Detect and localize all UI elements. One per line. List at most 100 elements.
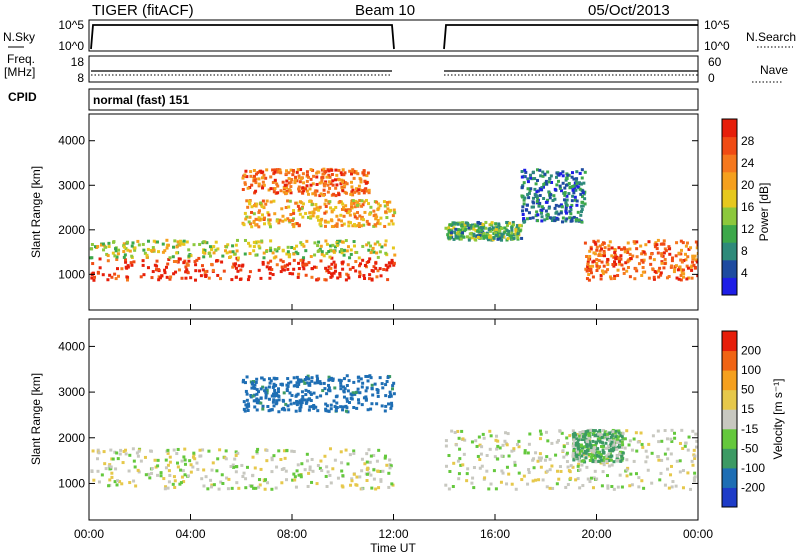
velocity-cell — [347, 379, 351, 383]
power-cell — [353, 205, 357, 209]
power-cell — [365, 189, 369, 193]
power-cell — [568, 186, 572, 190]
power-cell — [337, 218, 341, 222]
power-cell — [518, 223, 522, 227]
velocity-cell — [328, 378, 332, 382]
velocity-cell — [566, 483, 570, 487]
velocity-cell — [578, 468, 582, 472]
power-cell — [351, 224, 355, 228]
velocity-cell — [575, 433, 579, 437]
power-cell — [302, 189, 306, 193]
power-cell — [151, 246, 155, 250]
velocity-cell — [167, 480, 171, 484]
velocity-cell — [692, 479, 696, 483]
velocity-cell — [577, 451, 581, 455]
velocity-cell — [128, 453, 132, 457]
power-cell — [269, 249, 273, 253]
power-cell — [539, 174, 543, 178]
power-cell — [608, 240, 612, 244]
velocity-cell — [492, 469, 496, 473]
power-cell — [494, 233, 498, 237]
power-cell — [321, 176, 325, 180]
power-cell — [305, 239, 309, 243]
power-cell — [452, 221, 456, 225]
power-cell — [602, 251, 606, 255]
velocity-cell — [593, 446, 597, 450]
power-cell — [369, 251, 373, 255]
velocity-cell — [166, 486, 170, 490]
power-cell — [565, 198, 569, 202]
velocity-cell — [548, 457, 552, 461]
nsky-label: N.Sky — [3, 30, 35, 44]
power-cell — [289, 191, 293, 195]
power-cell — [233, 262, 237, 266]
power-cell — [285, 183, 289, 187]
velocity-cell — [224, 457, 228, 461]
power-cell — [662, 242, 666, 246]
power-cell — [299, 258, 303, 262]
velocity-cell — [273, 388, 277, 392]
velocity-cell — [584, 456, 588, 460]
power-cell — [691, 254, 695, 258]
power-cell — [662, 251, 666, 255]
velocity-cell — [388, 390, 392, 394]
power-cell — [696, 274, 698, 278]
power-cell — [338, 199, 342, 203]
power-cell — [578, 187, 582, 191]
velocity-cell — [448, 469, 452, 473]
power-cell — [488, 235, 492, 239]
power-cell — [182, 242, 186, 246]
velocity-cell — [599, 433, 603, 437]
power-cell — [323, 202, 327, 206]
velocity-cell — [90, 470, 94, 474]
velocity-cell — [305, 452, 309, 456]
velocity-cell — [531, 458, 535, 462]
velocity-cell — [481, 432, 485, 436]
power-cell — [649, 252, 653, 256]
power-cell — [587, 278, 591, 282]
power-cell — [619, 254, 623, 258]
velocity-cell — [176, 465, 180, 469]
velocity-cell — [571, 465, 575, 469]
power-cell — [531, 216, 535, 220]
velocity-cell — [128, 481, 132, 485]
velocity-cell — [355, 406, 359, 410]
power-cell — [257, 177, 261, 181]
power-cell — [122, 242, 126, 246]
velocity-cell — [657, 440, 661, 444]
velocity-cell — [221, 482, 225, 486]
power-cell — [378, 250, 382, 254]
power-cell — [243, 173, 247, 177]
power-cell — [246, 186, 250, 190]
velocity-cell — [669, 452, 673, 456]
velocity-cell — [465, 479, 469, 483]
power-cell — [372, 250, 376, 254]
power-cell — [328, 200, 332, 204]
velocity-cell — [183, 447, 187, 451]
power-cell — [459, 228, 463, 232]
power-cell — [262, 173, 266, 177]
power-cell — [384, 251, 388, 255]
velocity-cell — [271, 400, 275, 404]
velocity-cell — [466, 467, 470, 471]
velocity-cell — [156, 464, 160, 468]
velocity-cell — [312, 391, 316, 395]
power-cell — [201, 268, 205, 272]
power-cell — [269, 246, 273, 250]
power-cell — [335, 173, 339, 177]
velocity-cell — [299, 402, 303, 406]
power-cell — [367, 222, 371, 226]
power-cell — [310, 211, 314, 215]
power-cell — [128, 249, 132, 253]
power-cell — [283, 218, 287, 222]
velocity-cell — [325, 465, 329, 469]
power-cell — [229, 255, 233, 259]
velocity-cell — [164, 466, 168, 470]
velocity-cell — [604, 446, 608, 450]
power-cell — [531, 205, 535, 209]
power-cell — [529, 187, 533, 191]
velocity-cell — [275, 465, 279, 469]
power-cell — [249, 170, 253, 174]
velocity-cell — [586, 440, 590, 444]
velocity-cell — [285, 478, 289, 482]
